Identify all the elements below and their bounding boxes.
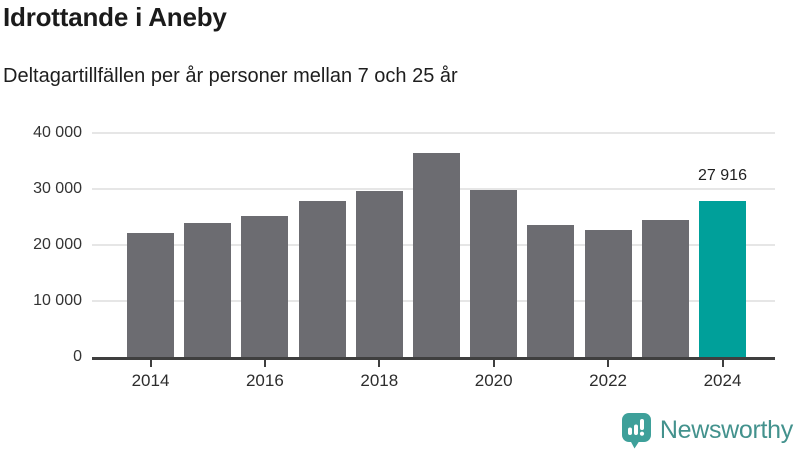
- x-tick-label-2022: 2022: [589, 371, 627, 390]
- highlight-value-label: 27 916: [698, 166, 747, 184]
- newsworthy-wordmark: Newsworthy: [659, 415, 793, 444]
- bar-2015: [184, 223, 232, 357]
- y-tick-label-40000: 40 000: [33, 124, 82, 141]
- chart-title: Idrottande i Aneby: [3, 2, 227, 32]
- y-tick-label-10000: 10 000: [33, 292, 82, 309]
- x-tick-label-2014: 2014: [131, 371, 170, 390]
- bar-2022: [584, 229, 632, 357]
- bar-2019: [413, 152, 460, 357]
- bar-2014: [127, 233, 174, 357]
- x-tick-2014: [149, 360, 152, 367]
- bar-2016: [241, 215, 289, 357]
- bar-2024: [699, 200, 746, 357]
- bar-2017: [298, 201, 346, 357]
- x-tick-2022: [607, 360, 610, 367]
- x-tick-label-2020: 2020: [474, 371, 513, 390]
- y-tick-label-0: 0: [73, 348, 82, 365]
- newsworthy-logo: Newsworthy: [621, 411, 793, 449]
- x-tick-label-2018: 2018: [360, 371, 399, 390]
- bar-2023: [641, 220, 689, 357]
- bar-2018: [355, 190, 403, 357]
- bar-2021: [527, 225, 575, 357]
- newsworthy-icon: [621, 413, 651, 449]
- x-tick-2016: [263, 360, 266, 367]
- chart-subtitle: Deltagartillfällen per år personer mella…: [3, 65, 458, 87]
- x-axis-line: [92, 357, 775, 360]
- x-tick-label-2016: 2016: [245, 371, 284, 390]
- x-tick-2024: [721, 360, 724, 367]
- plot-area: 27 916: [92, 132, 775, 367]
- y-tick-label-30000: 30 000: [33, 180, 82, 197]
- bar-2020: [470, 189, 518, 357]
- x-tick-2018: [378, 360, 381, 367]
- x-tick-2020: [492, 360, 495, 367]
- gridline-40000: [92, 132, 775, 134]
- y-tick-label-20000: 20 000: [33, 236, 82, 253]
- x-tick-label-2024: 2024: [703, 371, 742, 390]
